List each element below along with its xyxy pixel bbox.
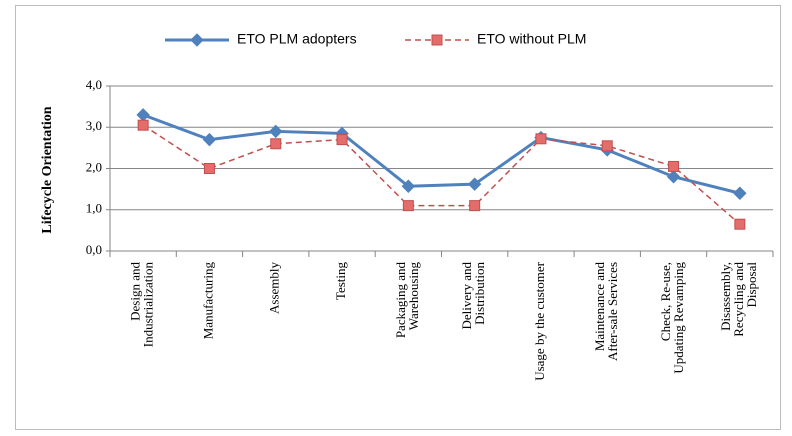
data-point — [137, 119, 149, 131]
x-tick-label: Design andIndustrialization — [128, 262, 156, 348]
y-tick-label: 0,0 — [86, 242, 102, 257]
x-tick-label: Usage by the customer — [532, 261, 547, 380]
x-tick-label: Packaging andWarehousing — [393, 262, 421, 339]
x-tick-label: Testing — [333, 262, 348, 301]
series-line — [142, 124, 741, 225]
data-point — [202, 132, 217, 147]
x-tick-label: Check, Re-use,Updating Revamping — [658, 262, 686, 374]
data-point — [535, 133, 547, 145]
data-point — [270, 138, 282, 150]
legend-marker — [190, 33, 204, 47]
legend-marker — [431, 34, 443, 46]
y-axis-label: Lifecycle Orientation — [40, 106, 55, 233]
data-point — [401, 179, 416, 193]
x-tick-label: Maintenance andAfter-sale Services — [592, 262, 620, 361]
data-point — [203, 163, 215, 174]
data-point — [668, 160, 680, 172]
data-point — [601, 140, 613, 152]
x-tick-label: Delivery andDistribution — [459, 262, 487, 330]
y-tick-label: 2,0 — [86, 159, 102, 174]
y-tick-label: 4,0 — [86, 77, 102, 92]
data-point — [467, 177, 482, 191]
legend-label: ETO PLM adopters — [237, 31, 357, 47]
data-point — [469, 200, 481, 212]
data-point — [269, 124, 283, 139]
x-tick-label: Assembly — [267, 262, 282, 315]
data-point — [733, 186, 747, 200]
data-point — [734, 218, 746, 230]
data-point — [402, 200, 414, 212]
data-point — [336, 134, 348, 146]
x-tick-label: Disassembly,Recycling andDisposal — [718, 262, 759, 337]
chart-frame — [15, 5, 781, 430]
x-tick-label: Manufacturing — [200, 262, 215, 340]
y-tick-label: 1,0 — [86, 201, 102, 216]
data-point — [666, 170, 681, 184]
legend-label: ETO without PLM — [477, 31, 586, 47]
series-line — [142, 113, 741, 195]
y-tick-label: 3,0 — [86, 118, 102, 133]
